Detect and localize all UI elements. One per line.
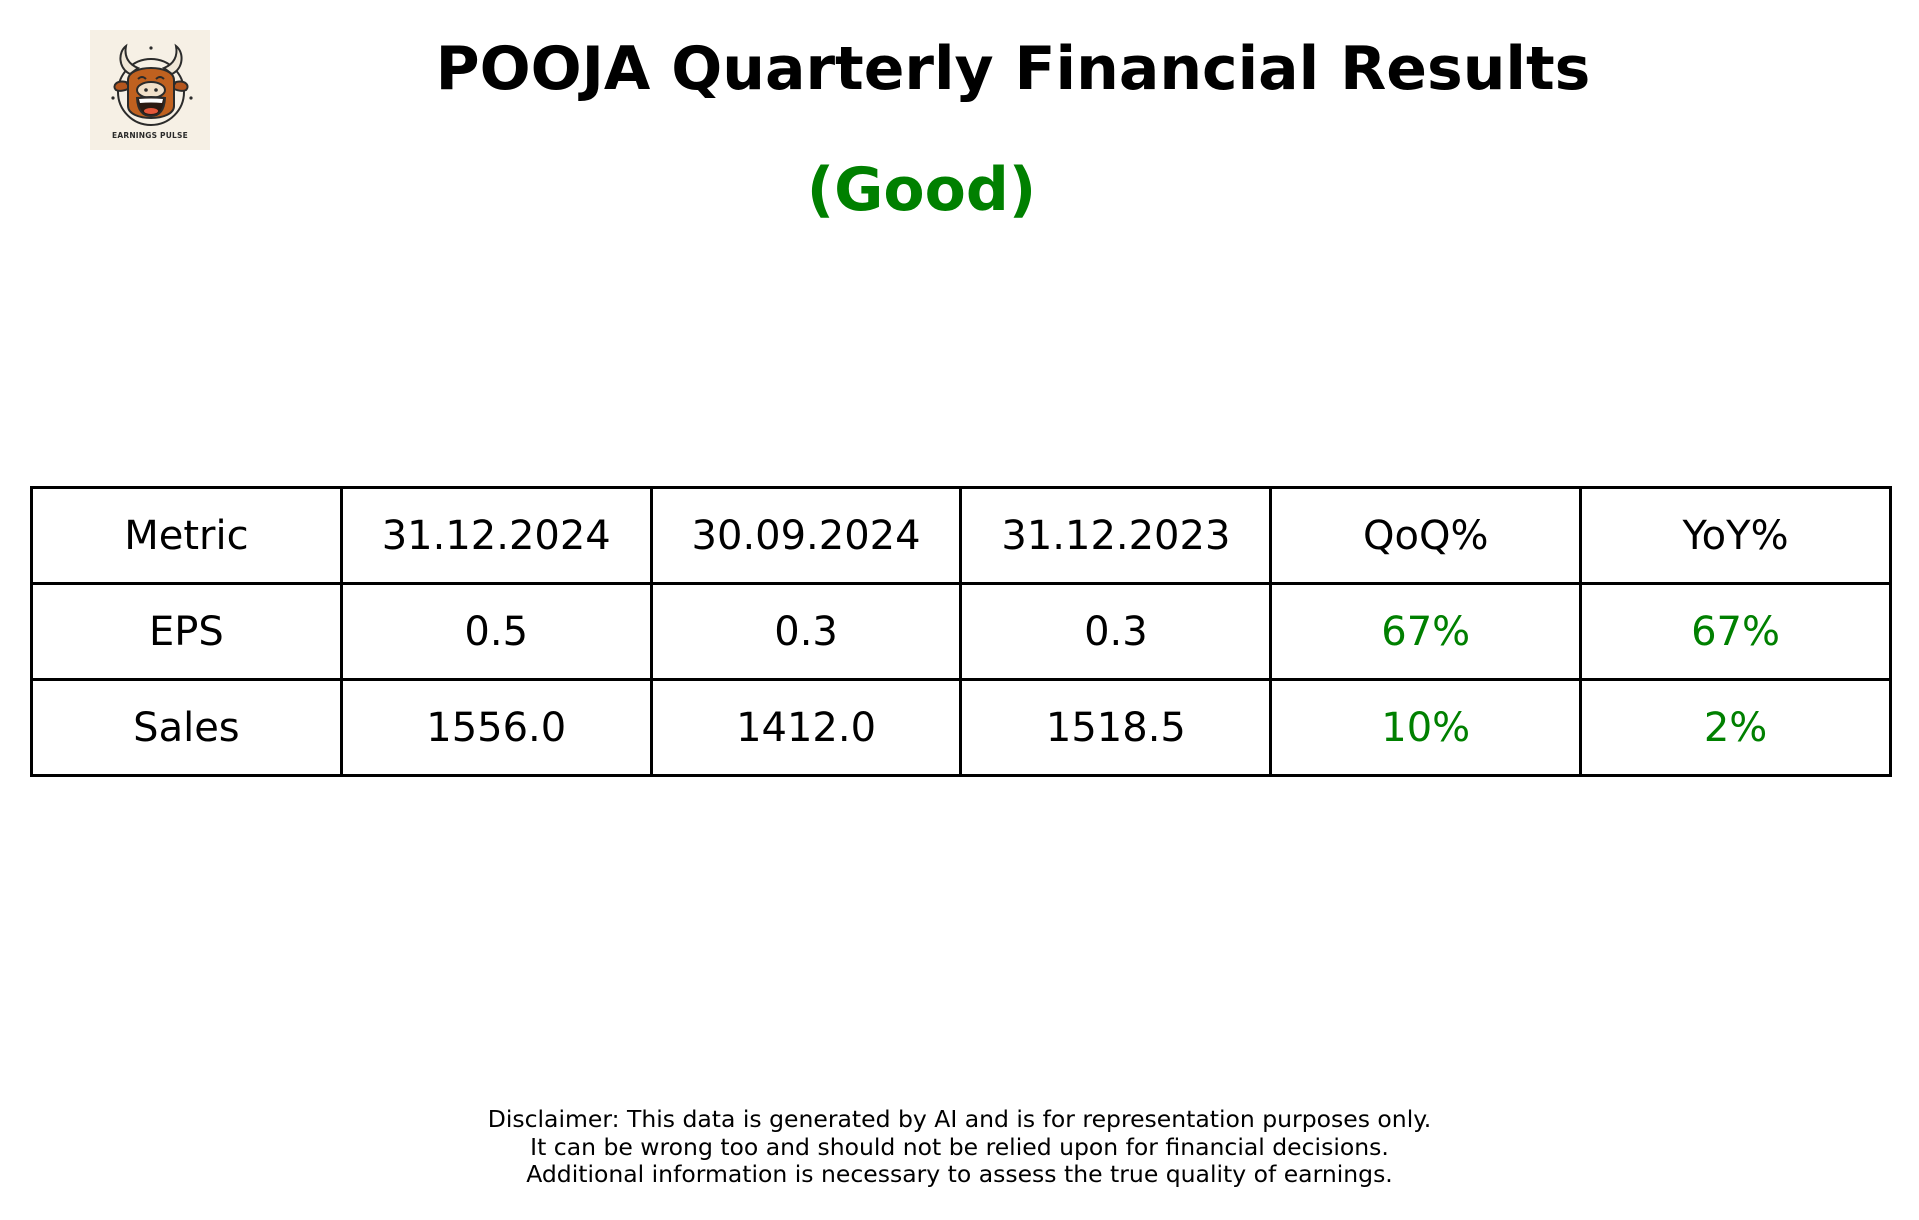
earnings-pulse-logo: EARNINGS PULSE (90, 30, 210, 150)
qoq-change: 67% (1269, 582, 1583, 681)
column-header-metric: Metric (30, 486, 343, 585)
table-row: Sales 1556.0 1412.0 1518.5 10% 2% (30, 678, 1892, 777)
disclaimer-line: It can be wrong too and should not be re… (530, 1132, 1389, 1161)
table-row: EPS 0.5 0.3 0.3 67% 67% (30, 582, 1892, 681)
laughing-bull-icon (111, 43, 193, 126)
column-header-previous-quarter: 30.09.2024 (649, 486, 963, 585)
column-header-qoq: QoQ% (1269, 486, 1583, 585)
yoy-change: 67% (1579, 582, 1892, 681)
page-title: POOJA Quarterly Financial Results (435, 34, 1591, 104)
value-previous-quarter: 0.3 (649, 582, 963, 681)
rating-label: (Good) (806, 155, 1037, 225)
column-header-yoy: YoY% (1579, 486, 1892, 585)
qoq-change: 10% (1269, 678, 1583, 777)
disclaimer: Disclaimer: This data is generated by AI… (0, 1105, 1919, 1189)
metric-name: Sales (30, 678, 343, 777)
column-header-current-quarter: 31.12.2024 (339, 486, 653, 585)
column-header-year-ago-quarter: 31.12.2023 (959, 486, 1273, 585)
disclaimer-line: Disclaimer: This data is generated by AI… (487, 1105, 1432, 1133)
value-year-ago-quarter: 1518.5 (959, 678, 1273, 777)
disclaimer-line: Additional information is necessary to a… (526, 1160, 1393, 1188)
financial-results-table: Metric 31.12.2024 30.09.2024 31.12.2023 … (30, 486, 1892, 777)
value-current-quarter: 1556.0 (339, 678, 653, 777)
yoy-change: 2% (1579, 678, 1892, 777)
table-header-row: Metric 31.12.2024 30.09.2024 31.12.2023 … (30, 486, 1892, 585)
metric-name: EPS (30, 582, 343, 681)
value-current-quarter: 0.5 (339, 582, 653, 681)
logo-caption: EARNINGS PULSE (112, 131, 188, 140)
value-year-ago-quarter: 0.3 (959, 582, 1273, 681)
value-previous-quarter: 1412.0 (649, 678, 963, 777)
